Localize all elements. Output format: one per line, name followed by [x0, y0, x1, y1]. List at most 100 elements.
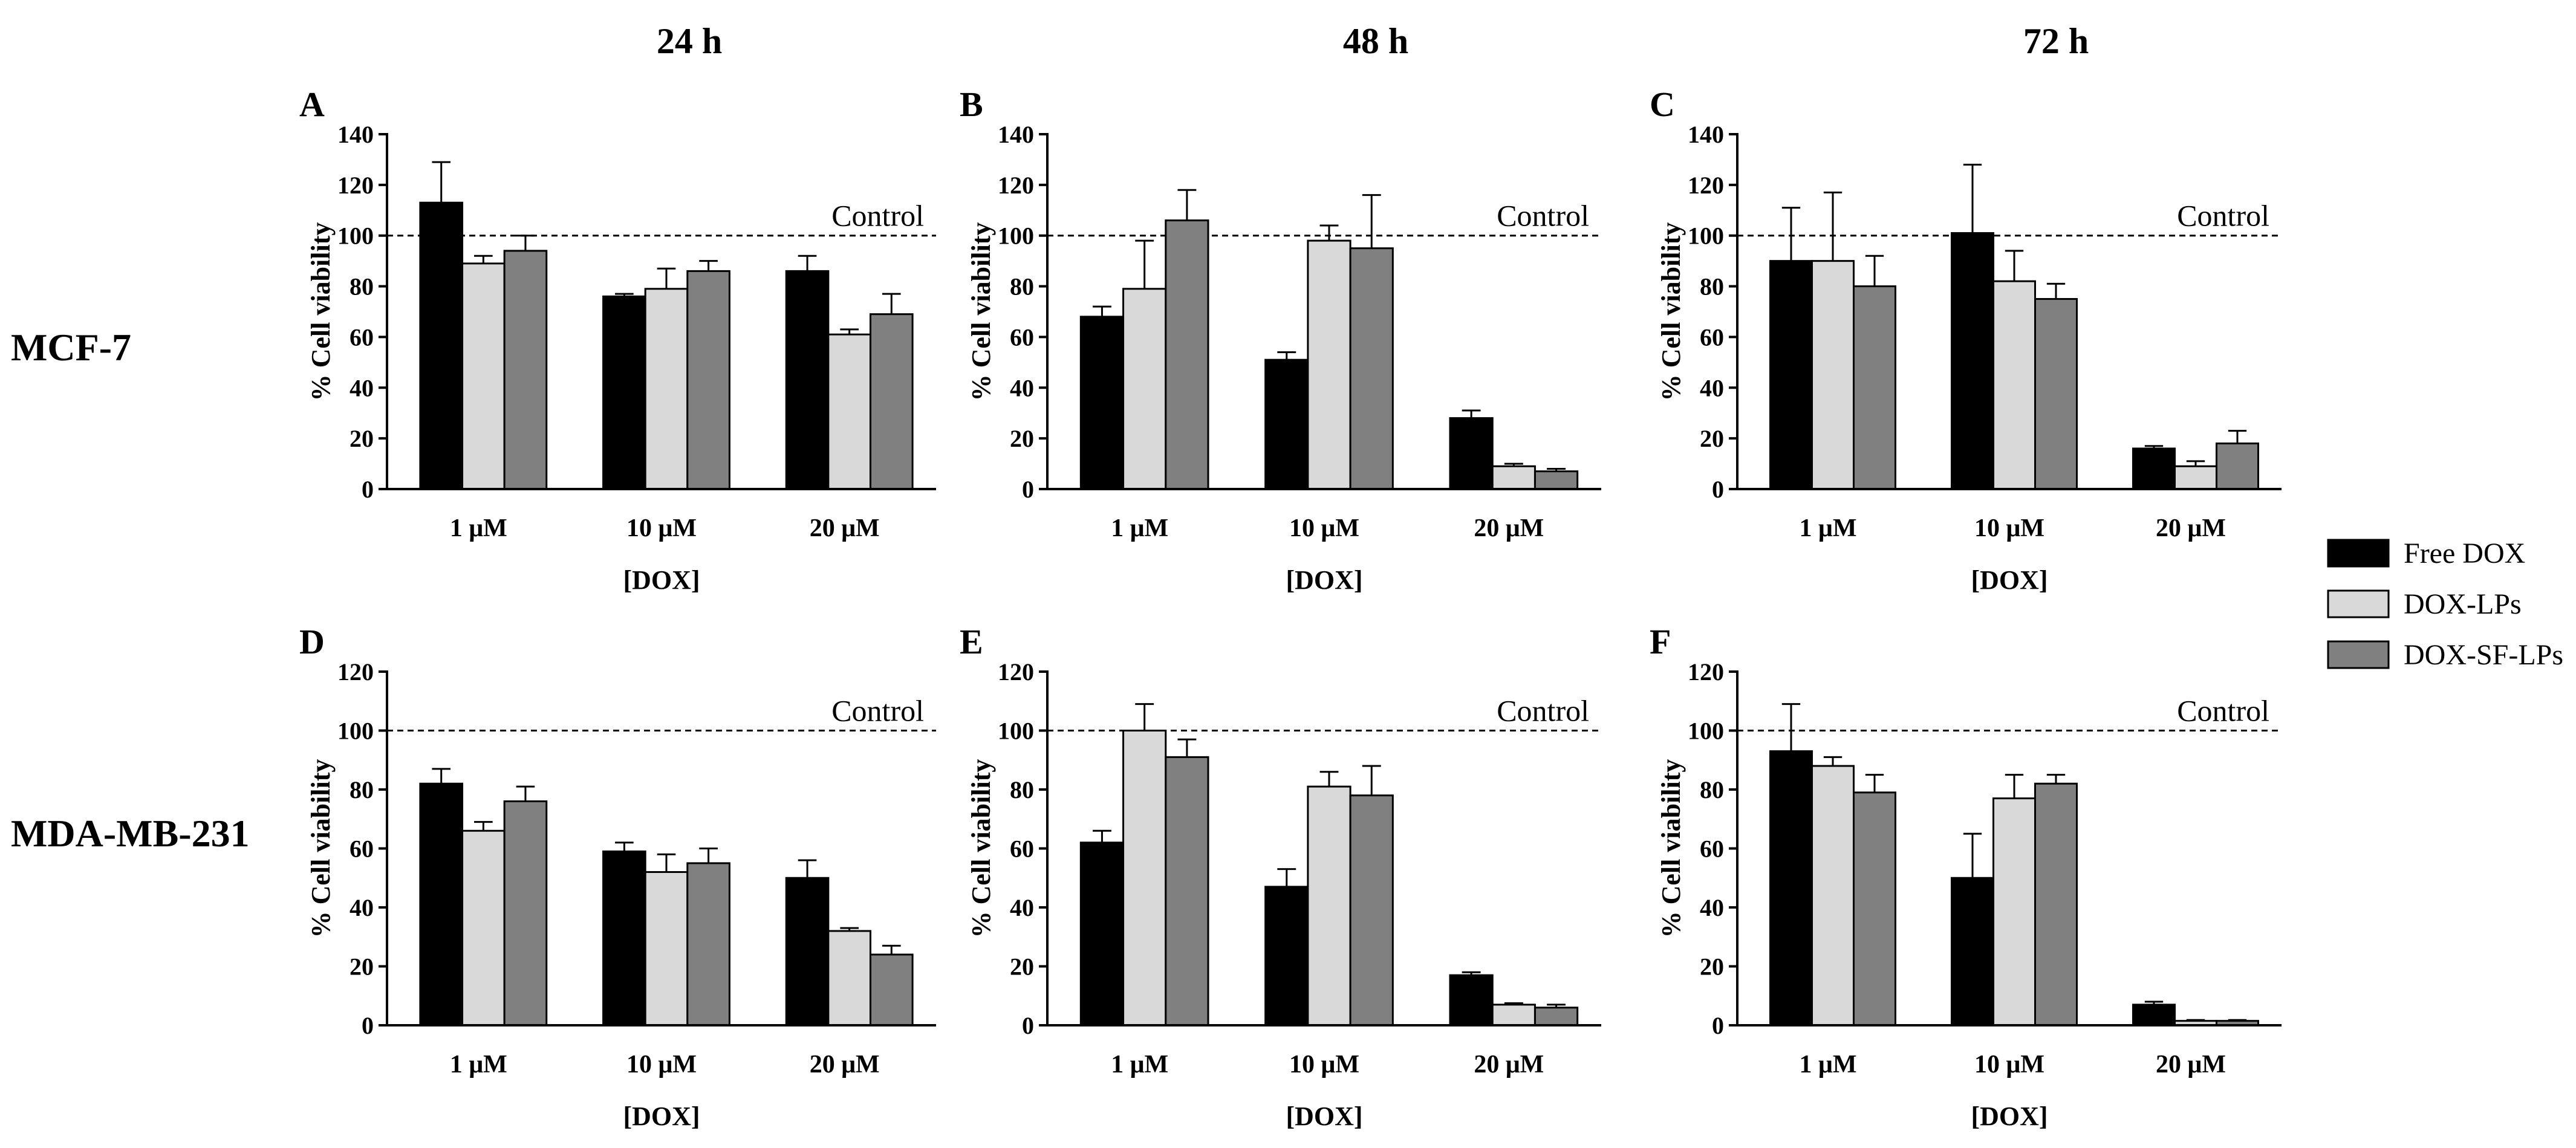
x-tick-label: 20 μM [2156, 1051, 2226, 1078]
panels: A % Cell viability 0 20 40 60 80 100 120 140 Contr… [299, 85, 2282, 1131]
bar-dox-sf-lps [686, 270, 730, 490]
y-tick-label: 100 [337, 718, 374, 745]
y-tick-label: 140 [998, 121, 1034, 148]
y-tick-label: 100 [1688, 222, 1724, 250]
y-tick-label: 60 [1700, 835, 1724, 863]
bar-dox-sf-lps [869, 953, 914, 1026]
y-tick-label: 120 [337, 172, 374, 199]
x-axis-title: [DOX] [623, 1101, 700, 1131]
bar-dox-sf-lps [2034, 298, 2078, 490]
bar-free-dox [1449, 974, 1494, 1026]
y-tick-label: 60 [1010, 835, 1034, 863]
bar-dox-lps [461, 829, 506, 1026]
bar-free-dox [1264, 358, 1309, 490]
y-tick-label: 80 [1010, 273, 1034, 300]
bar-free-dox [1951, 232, 1994, 490]
bar-dox-lps [827, 333, 871, 490]
control-label: Control [831, 199, 924, 233]
y-axis-title: % Cell viability [966, 222, 996, 401]
y-tick-label: 40 [1700, 894, 1724, 921]
bar-free-dox [419, 201, 464, 490]
bar-dox-sf-lps [503, 800, 548, 1026]
bar-dox-lps [1992, 797, 2036, 1026]
bar-dox-lps [461, 262, 506, 490]
panel-letter: F [1650, 622, 1671, 661]
x-tick-label: 20 μM [810, 1051, 880, 1078]
panel-letter: C [1650, 85, 1675, 124]
y-tick-label: 60 [350, 835, 374, 863]
y-tick-label: 100 [998, 222, 1034, 250]
y-tick-label: 0 [362, 476, 374, 503]
y-tick-label: 120 [1688, 172, 1724, 199]
legend-label: Free DOX [2404, 537, 2525, 569]
bar-dox-lps [1491, 1004, 1536, 1026]
y-tick-label: 60 [1700, 323, 1724, 351]
y-tick-label: 0 [362, 1012, 374, 1039]
bar-dox-lps [1811, 765, 1855, 1026]
x-axis-title: [DOX] [623, 565, 700, 595]
legend: Free DOX DOX-LPs DOX-SF-LPs [2327, 537, 2563, 671]
panel-D: D % Cell viability 0 20 40 60 80 100 120 Control 1… [299, 622, 936, 1131]
bar-dox-lps [1992, 280, 2036, 490]
y-tick-label: 0 [1712, 1012, 1724, 1039]
col-header-24h: 24 h [657, 21, 722, 61]
legend-swatch [2327, 589, 2390, 618]
bar-dox-sf-lps [2034, 782, 2078, 1026]
legend-label: DOX-LPs [2404, 588, 2522, 620]
control-label: Control [831, 694, 924, 728]
y-tick-label: 40 [1700, 374, 1724, 401]
panel-F: F % Cell viability 0 20 40 60 80 100 120 Control 1… [1650, 622, 2282, 1131]
bar-dox-sf-lps [1165, 756, 1209, 1026]
bar-dox-lps [1491, 465, 1536, 490]
bar-free-dox [1449, 417, 1494, 490]
y-tick-label: 140 [1688, 121, 1724, 148]
legend-swatch [2327, 640, 2390, 669]
y-tick-label: 20 [1010, 425, 1034, 452]
bar-free-dox [2132, 1004, 2176, 1026]
column-headers: 24 h 48 h 72 h [657, 21, 2089, 61]
bar-dox-lps [1122, 288, 1167, 490]
y-tick-label: 60 [350, 323, 374, 351]
y-tick-label: 40 [350, 894, 374, 921]
y-tick-label: 80 [1700, 273, 1724, 300]
y-tick-label: 100 [1688, 718, 1724, 745]
y-tick-label: 40 [350, 374, 374, 401]
y-tick-label: 80 [350, 273, 374, 300]
bar-dox-lps [2174, 465, 2217, 490]
x-axis-title: [DOX] [1286, 1101, 1362, 1131]
y-tick-label: 80 [1700, 776, 1724, 803]
bar-dox-sf-lps [1853, 791, 1896, 1026]
panel-letter: D [299, 622, 325, 661]
panel-A: A % Cell viability 0 20 40 60 80 100 120 140 Contr… [299, 85, 936, 595]
x-tick-label: 1 μM [1111, 514, 1168, 542]
y-tick-label: 20 [350, 953, 374, 981]
y-tick-label: 0 [1022, 1012, 1034, 1039]
y-tick-label: 120 [1688, 658, 1724, 686]
bar-dox-lps [644, 871, 689, 1026]
x-tick-label: 10 μM [626, 1051, 697, 1078]
bar-free-dox [1769, 260, 1813, 490]
x-axis-title: [DOX] [1286, 565, 1362, 595]
bar-dox-sf-lps [1349, 794, 1394, 1026]
x-tick-label: 1 μM [1800, 514, 1857, 542]
row-label-mdamb231: MDA-MB-231 [11, 812, 250, 855]
bar-dox-sf-lps [869, 313, 914, 490]
col-header-48h: 48 h [1343, 21, 1408, 61]
y-tick-label: 40 [1010, 894, 1034, 921]
x-axis-title: [DOX] [1971, 565, 2047, 595]
y-tick-label: 140 [337, 121, 374, 148]
x-tick-label: 10 μM [1289, 1051, 1359, 1078]
x-tick-label: 1 μM [1111, 1051, 1168, 1078]
bar-free-dox [1079, 316, 1125, 490]
y-axis-title: % Cell viability [306, 222, 336, 401]
bar-free-dox [1079, 842, 1125, 1026]
x-tick-label: 1 μM [450, 514, 507, 542]
bar-dox-sf-lps [1853, 285, 1896, 490]
control-label: Control [2177, 694, 2269, 728]
y-axis-title: % Cell viability [306, 759, 336, 938]
bar-dox-sf-lps [1349, 247, 1394, 490]
bar-dox-sf-lps [1534, 470, 1579, 490]
y-tick-label: 120 [998, 172, 1034, 199]
x-tick-label: 10 μM [626, 514, 697, 542]
